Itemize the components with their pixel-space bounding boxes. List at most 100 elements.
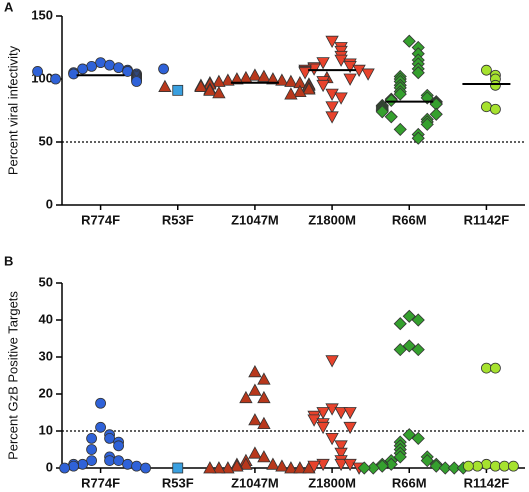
y-tick-label: 40 <box>39 311 53 326</box>
point <box>248 364 262 378</box>
panel-label: B <box>4 253 13 268</box>
point <box>284 74 298 87</box>
point <box>257 450 271 463</box>
point <box>316 79 330 93</box>
point <box>393 122 407 136</box>
point <box>411 131 425 145</box>
point <box>221 461 235 474</box>
x-tick-label: R53F <box>162 212 194 227</box>
point <box>275 459 289 472</box>
point <box>316 407 330 420</box>
point <box>239 457 253 470</box>
point <box>384 93 398 107</box>
x-tick-label: R66M <box>392 212 427 227</box>
point <box>122 458 133 470</box>
point <box>447 461 461 475</box>
x-tick-label: R774F <box>81 475 120 490</box>
point <box>95 397 106 409</box>
point <box>402 339 416 353</box>
point <box>307 414 321 427</box>
point <box>95 421 106 433</box>
point <box>334 54 348 67</box>
point <box>411 66 425 80</box>
point <box>393 87 407 101</box>
y-tick-label: 0 <box>46 459 53 474</box>
point <box>343 61 357 74</box>
y-tick-label: 50 <box>39 274 53 289</box>
point <box>284 461 298 474</box>
point <box>472 460 483 472</box>
point <box>481 362 492 374</box>
point <box>481 458 492 470</box>
point <box>438 461 452 475</box>
point <box>366 461 380 475</box>
point <box>334 458 348 472</box>
point <box>266 457 280 470</box>
point <box>402 34 416 48</box>
point <box>113 62 124 74</box>
point <box>343 421 357 435</box>
point <box>230 72 244 85</box>
x-tick-label: R774F <box>81 212 120 227</box>
point <box>158 79 172 92</box>
point <box>77 63 88 75</box>
point <box>248 413 262 426</box>
point <box>393 343 407 357</box>
point <box>325 355 339 368</box>
y-axis-label: Percent viral infectivity <box>5 45 20 175</box>
point <box>375 105 389 119</box>
point <box>86 455 97 467</box>
point <box>490 362 501 374</box>
point <box>248 446 262 459</box>
y-tick-label: 150 <box>31 7 53 22</box>
point <box>86 444 97 455</box>
point <box>334 447 348 461</box>
point <box>334 440 348 453</box>
point <box>316 458 330 472</box>
x-tick-label: R1142F <box>464 475 510 490</box>
point <box>490 79 501 91</box>
point <box>257 69 271 82</box>
x-tick-label: R66M <box>392 475 427 490</box>
point <box>481 64 492 76</box>
x-tick-label: R53F <box>162 475 194 490</box>
point <box>131 460 142 472</box>
point <box>361 68 375 81</box>
point <box>104 455 115 467</box>
point <box>343 73 357 86</box>
x-tick-label: Z1800M <box>308 475 356 490</box>
y-tick-label: 20 <box>39 385 53 400</box>
x-tick-label: Z1800M <box>308 212 356 227</box>
point <box>411 343 425 357</box>
point <box>230 459 244 472</box>
point <box>325 88 339 101</box>
point <box>113 440 124 452</box>
y-tick-label: 10 <box>39 422 53 437</box>
point <box>429 107 443 121</box>
point <box>325 35 339 49</box>
point <box>194 79 208 92</box>
point <box>343 407 357 420</box>
point <box>203 83 217 96</box>
point <box>316 421 330 435</box>
point <box>402 428 416 442</box>
point <box>508 460 519 472</box>
point <box>375 459 389 473</box>
point <box>393 450 407 464</box>
x-tick-label: Z1047M <box>231 212 279 227</box>
point <box>384 457 398 471</box>
point <box>307 460 321 473</box>
point <box>384 110 398 124</box>
point <box>293 84 307 97</box>
point <box>266 72 280 85</box>
point <box>257 416 271 430</box>
point <box>239 390 253 404</box>
point <box>86 432 97 444</box>
point <box>32 66 43 77</box>
point <box>158 63 169 75</box>
point <box>248 68 262 81</box>
point <box>293 461 307 474</box>
point <box>411 313 425 327</box>
x-tick-label: R1142F <box>464 212 510 227</box>
